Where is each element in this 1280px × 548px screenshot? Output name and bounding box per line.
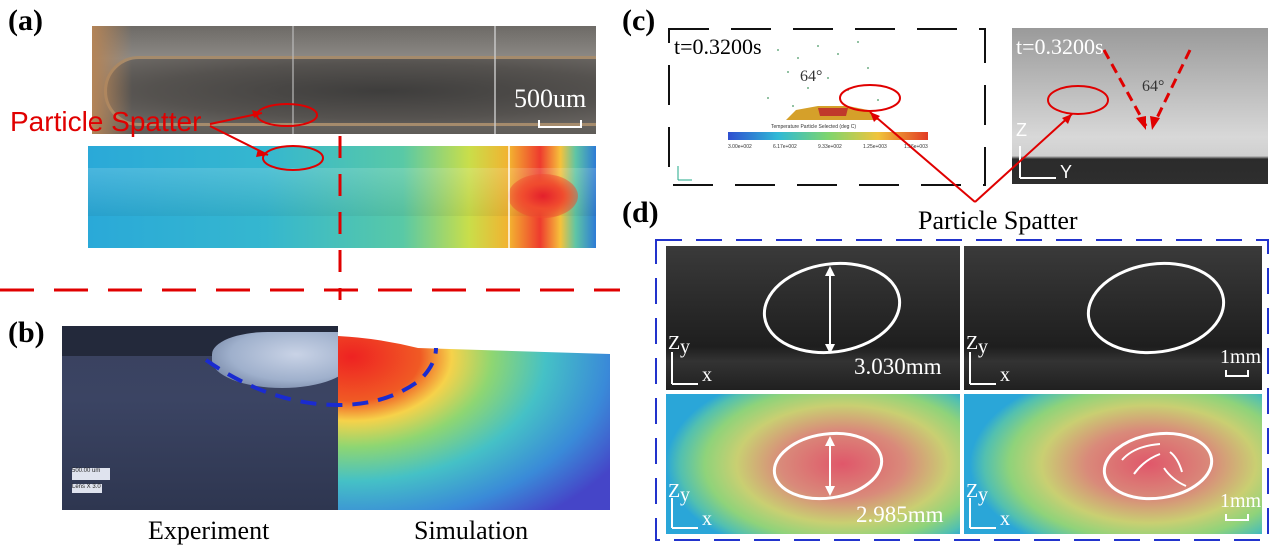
arrow-head — [825, 266, 835, 276]
axis-x-label: x — [702, 508, 712, 530]
spatter-ellipse — [762, 261, 902, 355]
spatter-ellipse-sim — [839, 84, 901, 112]
panel-label-b: (b) — [8, 316, 45, 349]
panel-label-c: (c) — [622, 4, 656, 37]
axis-z-label: Z — [668, 332, 681, 354]
particle-spatter-label-c: Particle Spatter — [918, 206, 1078, 235]
arrow-head — [870, 112, 880, 122]
spatter-ellipse — [772, 431, 884, 501]
axis-y-label: y — [978, 484, 988, 506]
spatter-ellipse-sim — [262, 145, 324, 171]
spatter-hot-zone — [818, 108, 848, 116]
axis-y-label: y — [680, 484, 690, 506]
caption-simulation: Simulation — [414, 516, 529, 545]
laser-beam — [1102, 49, 1148, 127]
flow-overlay — [671, 431, 884, 529]
ellipse-overlay — [671, 261, 902, 385]
spatter-ellipse-exp — [1047, 85, 1109, 115]
arrow-head — [825, 486, 835, 496]
colorbar — [728, 132, 928, 140]
colorbar-tick: 1.25e+003 — [863, 144, 887, 150]
axis-x-label: x — [702, 364, 712, 386]
scale-label: 500.00 um — [72, 468, 110, 480]
flow-arrow — [1163, 467, 1187, 487]
flow-simulation-vortex: 1mm Z y x — [964, 394, 1262, 534]
spatter-photo-measured: 3.030mm Z y x — [666, 246, 960, 390]
flow-arrow — [1169, 451, 1183, 473]
flow-arrow — [1121, 443, 1161, 461]
arrow-head — [1062, 114, 1072, 124]
panel-label-a: (a) — [8, 4, 43, 37]
particle-spatter-label: Particle Spatter — [10, 106, 202, 137]
triad-icon — [677, 166, 692, 181]
seam-line — [494, 26, 496, 134]
scale-bar-label: 500um — [514, 84, 587, 113]
sim-angle-label: 64° — [800, 68, 823, 85]
melt-pool — [508, 174, 578, 218]
exp-angle-label: 64° — [1142, 78, 1165, 95]
sim-cross-section-svg — [338, 336, 610, 510]
cross-section-simulation — [338, 326, 610, 510]
measurement-label: 2.985mm — [856, 502, 944, 527]
dashed-frame — [668, 28, 986, 186]
colorbar-tick: 1.56e+003 — [904, 144, 928, 150]
scale-bar — [1225, 370, 1249, 377]
axis-y-label: Y — [1060, 162, 1073, 182]
melt-boundary-overlay — [204, 347, 438, 407]
colorbar-tick: 6.17e+002 — [773, 144, 797, 150]
spatter-simulation-view: Temperature Particle Selected (deg C) 3.… — [668, 28, 988, 188]
weld-track-photo: 500um — [92, 26, 596, 134]
axis-z-label: Z — [668, 480, 681, 502]
magnification-label: Lens X 3.0 — [72, 484, 102, 493]
scale-bar — [538, 120, 582, 128]
ellipse-overlay — [969, 261, 1249, 385]
arrow-head — [1136, 116, 1146, 130]
flow-arrow — [1133, 453, 1161, 475]
colorbar-tick: 9.33e+002 — [818, 144, 842, 150]
axis-x-label: x — [1000, 364, 1010, 386]
colorbar-title: Temperature Particle Selected (deg C) — [771, 124, 856, 130]
seam-line — [508, 146, 510, 248]
panel-a-annotations — [0, 103, 620, 300]
colorbar-tick: 3.00e+002 — [728, 144, 752, 150]
sim-time-label: t=0.3200s — [674, 34, 762, 59]
spatter-ellipse — [1086, 261, 1226, 355]
laser-beam — [1152, 49, 1192, 125]
arrow-line — [974, 113, 1073, 203]
flow-simulation-measured: 2.985mm Z y x — [666, 394, 960, 534]
axis-z-label: Z — [966, 480, 979, 502]
flow-overlay — [969, 431, 1249, 529]
exp-time-label: t=0.3200s — [1016, 34, 1104, 59]
arrow-head — [252, 110, 262, 118]
cross-section-photo: 500.00 um Lens X 3.0 — [62, 326, 338, 510]
panel-label-d: (d) — [622, 196, 659, 229]
scale-bar — [1225, 514, 1249, 521]
arrow-head — [825, 344, 835, 354]
arrow-line — [869, 111, 976, 203]
arrow-head — [825, 436, 835, 446]
axis-y-label: y — [978, 336, 988, 358]
spatter-experiment-photo: t=0.3200s 64° Z Y — [1012, 28, 1268, 184]
melt-pool-boundary — [204, 347, 438, 407]
axis-z-label: Z — [966, 332, 979, 354]
temperature-field — [338, 336, 610, 510]
dashed-frame — [655, 239, 1269, 541]
simulation-top-view — [88, 146, 596, 248]
scale-bar-label: 1mm — [1220, 346, 1262, 368]
arrow-head — [256, 149, 268, 157]
axis-y-label: y — [680, 336, 690, 358]
arrow-head — [1150, 116, 1160, 130]
seam-line — [292, 26, 294, 134]
axis-x-label: x — [1000, 508, 1010, 530]
axis-z-label: Z — [1016, 120, 1027, 140]
weld-track-groove — [104, 56, 596, 126]
heat-tint — [92, 26, 132, 134]
spatter-ellipse — [1102, 431, 1214, 501]
spatter-photo: 1mm Z y x — [964, 246, 1262, 390]
scale-bar-label: 1mm — [1220, 490, 1262, 512]
measurement-label: 3.030mm — [854, 354, 942, 379]
caption-experiment: Experiment — [148, 516, 270, 545]
